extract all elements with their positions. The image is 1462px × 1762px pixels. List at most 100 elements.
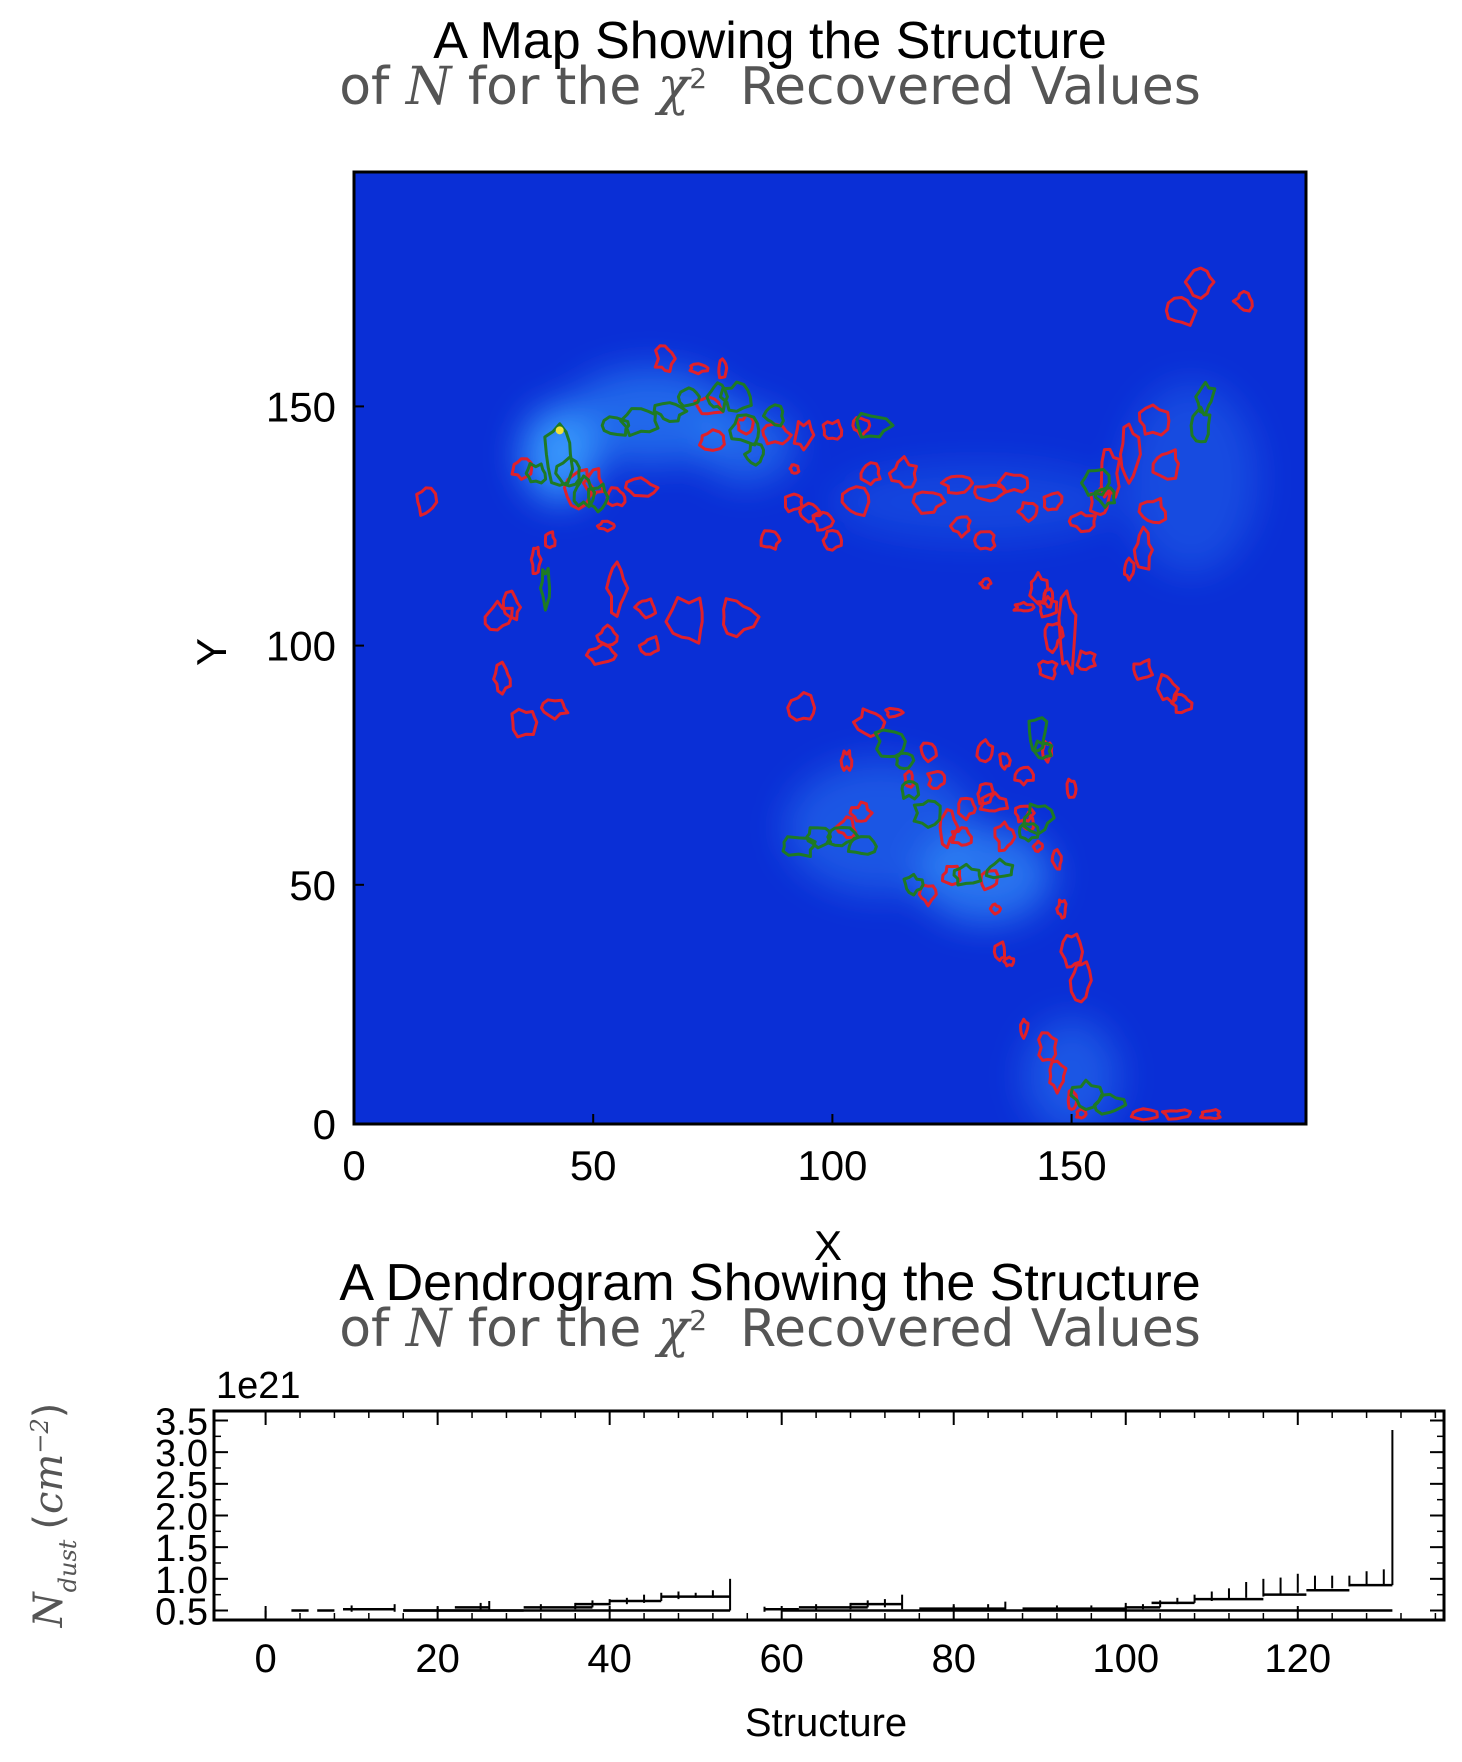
- leaf-contour-47: [978, 577, 993, 590]
- leaf-contour-59: [1099, 447, 1121, 499]
- dendro-title-post: Recovered Values: [707, 1299, 1201, 1359]
- leaf-contour-40: [911, 490, 947, 515]
- leaf-contour-112: [1199, 1108, 1222, 1121]
- branch-contour-0: [543, 422, 575, 487]
- dendro-frame: [212, 1409, 1446, 1622]
- map-title-var: N: [404, 57, 453, 117]
- leaf-contour-55: [1041, 587, 1055, 609]
- dendro-ylabel-sub: dust: [54, 1539, 82, 1592]
- map-x-tick-label-100: 100: [797, 1142, 867, 1189]
- leaf-contour-60: [1119, 422, 1142, 485]
- branch-contour-15: [855, 411, 895, 439]
- dendro-title-chi: χ: [654, 1299, 693, 1359]
- leaf-contour-1: [510, 457, 534, 481]
- leaf-contour-72: [786, 691, 817, 722]
- leaf-contour-18: [637, 635, 660, 656]
- leaf-contour-77: [884, 706, 905, 719]
- leaf-contour-91: [917, 883, 938, 908]
- map-title-line1: A Map Showing the Structure: [433, 12, 1107, 70]
- leaf-contour-43: [996, 471, 1030, 494]
- branch-contour-30: [1017, 822, 1040, 843]
- leaf-contour-48: [1012, 600, 1036, 613]
- branch-contour-17: [894, 751, 916, 771]
- dendro-x-tick-label-80: 80: [931, 1637, 976, 1681]
- leaf-contour-109: [1075, 1107, 1088, 1120]
- leaf-contour-52: [1075, 649, 1097, 672]
- branch-contour-9: [676, 386, 701, 408]
- map-peak-marker: [555, 426, 564, 435]
- map-y-tick-label-100: 100: [266, 623, 336, 670]
- leaf-contour-45: [973, 530, 997, 552]
- leaf-contour-35: [759, 529, 782, 551]
- leaf-contour-29: [821, 419, 844, 441]
- branch-contour-3: [587, 482, 610, 514]
- map-title-post: Recovered Values: [707, 57, 1201, 117]
- dendro-y-tick-label-3.5: 3.5: [155, 1402, 208, 1444]
- branch-contour-22: [825, 826, 860, 848]
- leaf-contour-6: [539, 698, 570, 721]
- leaf-contour-34: [811, 510, 835, 532]
- leaf-contour-46: [948, 515, 972, 539]
- leaf-contour-54: [1043, 621, 1065, 655]
- branch-contour-1: [554, 456, 581, 488]
- dendro-title-line2: of N for the χ2 Recovered Values: [339, 1299, 1201, 1359]
- leaf-contour-90: [1065, 777, 1078, 799]
- leaf-contour-110: [1129, 1107, 1159, 1122]
- leaf-contour-8: [543, 530, 557, 550]
- dendro-offset-text: 1e21: [216, 1365, 301, 1407]
- branch-contour-32: [1094, 486, 1116, 509]
- leaf-contour-97: [1031, 839, 1044, 854]
- dendro-y-tick-label-3.0: 3.0: [155, 1433, 208, 1475]
- leaf-contour-38: [859, 461, 882, 486]
- bright-region-5: [1023, 1018, 1120, 1124]
- leaf-contour-51: [1057, 589, 1078, 675]
- leaf-contour-21: [653, 344, 677, 373]
- leaf-contour-85: [978, 791, 1009, 813]
- leaf-contour-53: [1037, 659, 1059, 681]
- leaf-contour-111: [1160, 1108, 1192, 1121]
- leaf-contour-61: [1137, 403, 1171, 437]
- map-y-tick-label-50: 50: [289, 862, 336, 909]
- leaf-contour-74: [848, 800, 874, 823]
- leaf-contour-17: [633, 597, 658, 620]
- map-x-tick-label-150: 150: [1037, 1142, 1107, 1189]
- leaf-contour-37: [840, 485, 871, 518]
- leaf-contour-20: [722, 597, 761, 639]
- branch-contour-29: [1022, 802, 1056, 836]
- leaf-contour-107: [1048, 1059, 1068, 1095]
- leaf-contour-0: [415, 486, 439, 517]
- leaf-contour-27: [761, 422, 793, 446]
- leaf-contour-78: [919, 741, 938, 764]
- leaf-contour-28: [792, 419, 816, 452]
- dendro-ylabel-open: (: [26, 1514, 72, 1530]
- leaf-contour-42: [973, 483, 1007, 503]
- map-x-label: X: [814, 1222, 842, 1269]
- dendro-ylabel-close: ): [26, 1403, 72, 1419]
- leaf-contour-64: [1137, 496, 1168, 525]
- branch-contour-2: [572, 474, 596, 509]
- branch-contour-26: [984, 857, 1015, 880]
- dendro-title-var: N: [404, 1299, 453, 1359]
- branch-contour-14: [762, 403, 785, 428]
- leaf-contour-25: [697, 428, 726, 452]
- leaf-contour-68: [1170, 692, 1194, 715]
- leaf-contour-56: [1042, 491, 1064, 512]
- dendro-y-tick-label-1.0: 1.0: [155, 1560, 208, 1602]
- dendro-title-sup: 2: [689, 1304, 707, 1337]
- dendro-x-tick-label-40: 40: [587, 1637, 632, 1681]
- leaf-contour-81: [938, 808, 960, 850]
- branch-contour-25: [952, 862, 983, 887]
- map-frame: [352, 170, 1308, 1126]
- branch-contour-18: [900, 779, 921, 801]
- dendro-title-line1: A Dendrogram Showing the Structure: [339, 1254, 1200, 1312]
- leaf-contour-87: [998, 751, 1012, 771]
- leaf-contour-24: [693, 395, 725, 416]
- map-y-tick-label-0: 0: [313, 1101, 336, 1148]
- dendro-x-ticks: 0 20 40 60 80 100 120: [254, 1411, 1331, 1681]
- leaf-contour-102: [1068, 960, 1093, 1004]
- dendro-y-tick-label-0.5: 0.5: [155, 1592, 208, 1634]
- leaf-contour-15: [595, 623, 619, 647]
- map-x-tick-label-0: 0: [342, 1142, 365, 1189]
- leaf-contour-106: [1037, 1031, 1058, 1062]
